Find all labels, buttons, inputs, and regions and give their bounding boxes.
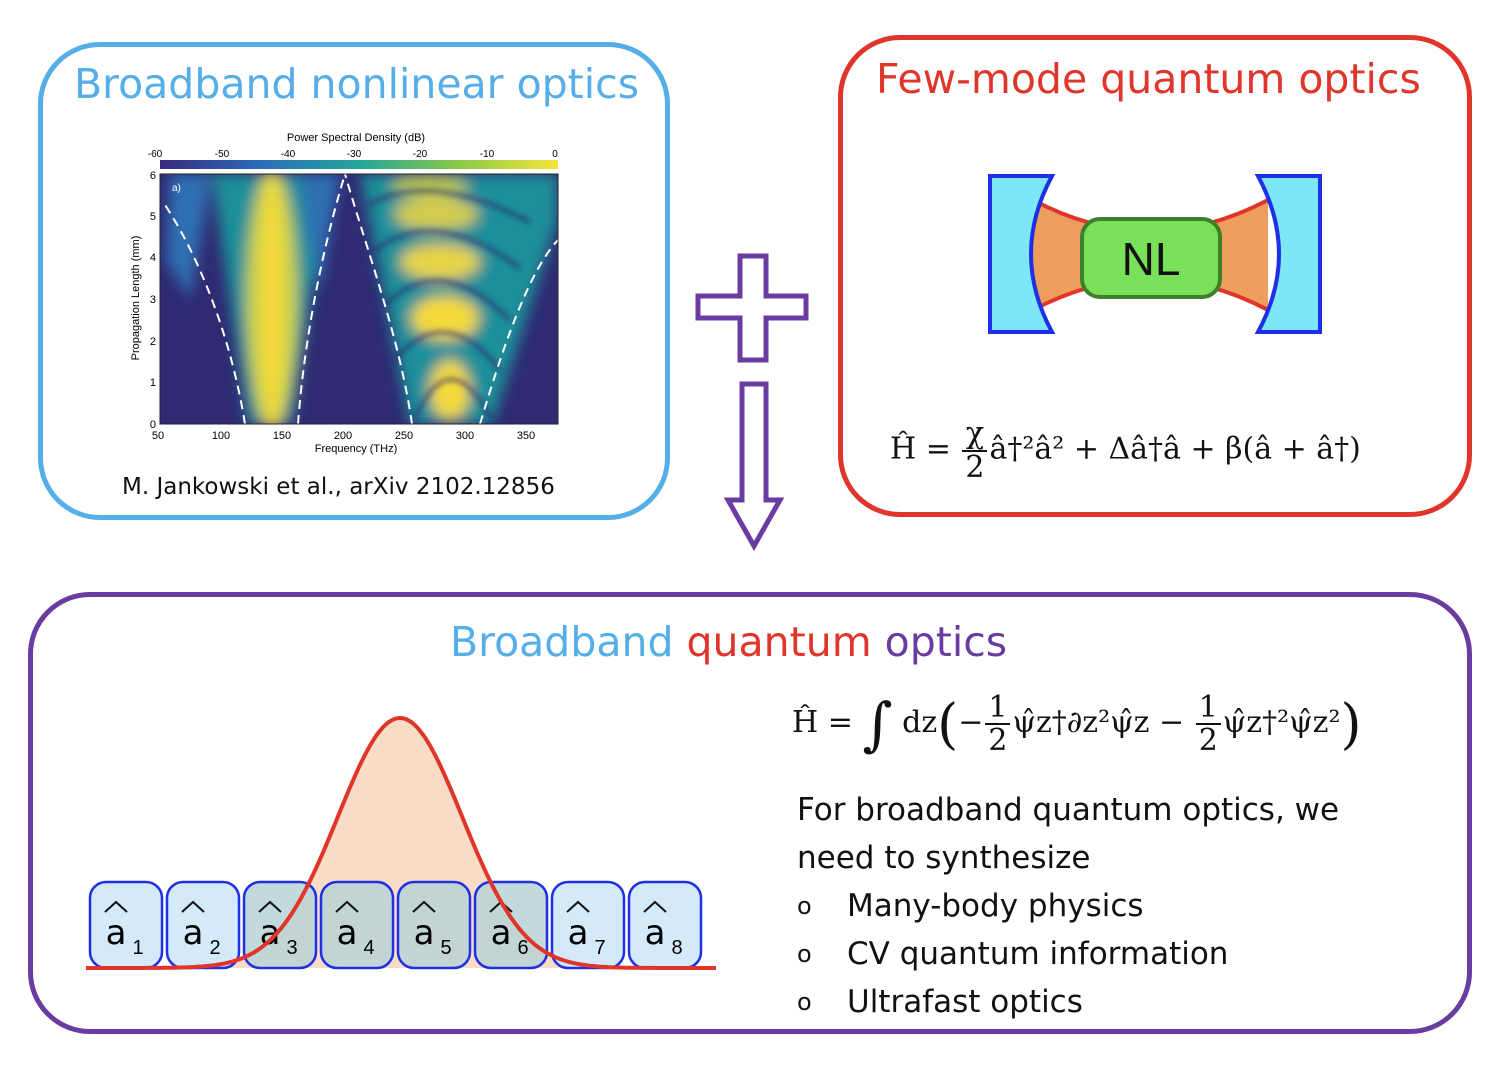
y-tick: 5 [150, 211, 156, 223]
title-part-optics: optics [884, 618, 1008, 666]
cavity-mirror-icon [1254, 174, 1322, 334]
mode-index: 3 [286, 937, 297, 959]
y-tick: 6 [150, 170, 156, 182]
plus-icon [695, 253, 809, 363]
y-axis-label: Propagation Length (mm) [130, 236, 142, 361]
nonlinear-element-label: NL [1122, 233, 1181, 285]
y-tick: 3 [150, 294, 156, 306]
integral-sign: ∫ [862, 690, 893, 758]
mode-operator-label: a [337, 913, 358, 953]
gaussian-fill [86, 718, 718, 968]
x-tick: 150 [273, 430, 291, 442]
mode-index: 8 [671, 937, 682, 959]
cbar-tick: -10 [480, 149, 495, 160]
citation: M. Jankowski et al., arXiv 2102.12856 [122, 474, 555, 500]
dashed-boundary [344, 174, 413, 424]
title-part-quantum: quantum [686, 618, 885, 666]
mode-operator-label: a [491, 913, 512, 953]
mode-operator-label: a [106, 913, 127, 953]
mode-operator-label: a [414, 913, 435, 953]
dashed-boundary [164, 204, 246, 424]
cbar-tick: -40 [281, 149, 296, 160]
mode-index: 5 [440, 937, 451, 959]
cavity-mirror-icon [988, 174, 1056, 334]
mode-index: 7 [594, 937, 605, 959]
broadband-hamiltonian: Ĥ = ∫ dz(− 1 2 ψ̂z†∂z²ψ̂z − 1 2 ψ̂z†²ψ̂z²) [792, 689, 1362, 758]
x-tick: 200 [334, 430, 352, 442]
mode-operator-label: a [568, 913, 589, 953]
cbar-tick: -30 [347, 149, 362, 160]
x-axis-label: Frequency (THz) [315, 443, 398, 455]
synthesis-list: Many-body physics CV quantum information… [797, 882, 1339, 1026]
right-panel-title: Few-mode quantum optics [876, 55, 1421, 103]
y-tick: 4 [150, 252, 156, 264]
cbar-tick: -50 [215, 149, 230, 160]
cbar-tick: -60 [148, 149, 163, 160]
few-mode-hamiltonian: Ĥ = χ 2 â†²â² + Δâ†â + β(â + â†) [890, 418, 1361, 483]
heatmap: a) [164, 174, 558, 424]
x-tick: 50 [152, 430, 164, 442]
y-tick: 2 [150, 336, 156, 348]
x-tick: 300 [456, 430, 474, 442]
hat-symbol [181, 900, 205, 913]
hat-symbol [412, 900, 436, 913]
title-part-broadband: Broadband [450, 618, 687, 666]
y-tick: 1 [150, 377, 156, 389]
hat-symbol [258, 900, 282, 913]
hat-symbol [104, 900, 128, 913]
y-tick: 0 [150, 419, 156, 431]
panel-tag: a) [172, 183, 181, 194]
list-item: Ultrafast optics [797, 978, 1339, 1026]
dashed-boundary [297, 174, 346, 424]
list-item: CV quantum information [797, 930, 1339, 978]
colorbar [160, 160, 558, 169]
colorbar-label: Power Spectral Density (dB) [287, 132, 425, 144]
mode-index: 1 [132, 937, 143, 959]
mode-operator-label: a [645, 913, 666, 953]
x-tick: 100 [212, 430, 230, 442]
psd-figure: Power Spectral Density (dB) -60 -50 -40 … [130, 132, 559, 455]
down-arrow-icon [723, 381, 785, 552]
cavity-diagram: NL [988, 174, 1322, 334]
description: For broadband quantum optics, we need to… [797, 786, 1339, 1026]
description-intro-line: For broadband quantum optics, we [797, 792, 1340, 828]
mode-index: 2 [209, 937, 220, 959]
dashed-boundary [479, 239, 558, 424]
gaussian-envelope [86, 715, 716, 970]
bottom-panel-title: Broadband quantum optics [450, 618, 1007, 666]
hat-symbol [643, 900, 667, 913]
left-panel-title: Broadband nonlinear optics [74, 60, 640, 108]
ham-lhs: Ĥ = [890, 431, 961, 467]
mode-operator-label: a [183, 913, 204, 953]
x-tick: 250 [395, 430, 413, 442]
description-intro-line: need to synthesize [797, 840, 1091, 876]
mode-index: 4 [363, 937, 374, 959]
cbar-tick: -20 [413, 149, 428, 160]
nonlinear-element [1080, 217, 1222, 299]
x-tick: 350 [517, 430, 535, 442]
list-item: Many-body physics [797, 882, 1339, 930]
hat-symbol [335, 900, 359, 913]
ham-rhs: â†²â² + Δâ†â + β(â + â†) [989, 431, 1361, 467]
mode-index: 6 [517, 937, 528, 959]
cbar-tick: 0 [552, 149, 558, 160]
hat-symbol [566, 900, 590, 913]
